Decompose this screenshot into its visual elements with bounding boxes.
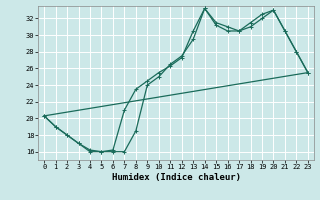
X-axis label: Humidex (Indice chaleur): Humidex (Indice chaleur) (111, 173, 241, 182)
